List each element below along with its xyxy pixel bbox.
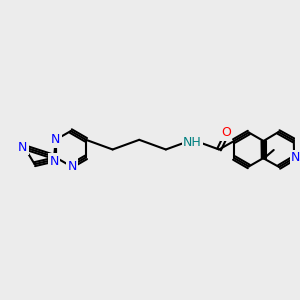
Text: N: N xyxy=(291,152,300,164)
Text: N: N xyxy=(49,154,59,167)
Text: NH: NH xyxy=(183,136,202,148)
Text: O: O xyxy=(221,126,231,139)
Text: N: N xyxy=(68,160,77,172)
Text: N: N xyxy=(18,141,28,154)
Text: N: N xyxy=(51,133,60,146)
